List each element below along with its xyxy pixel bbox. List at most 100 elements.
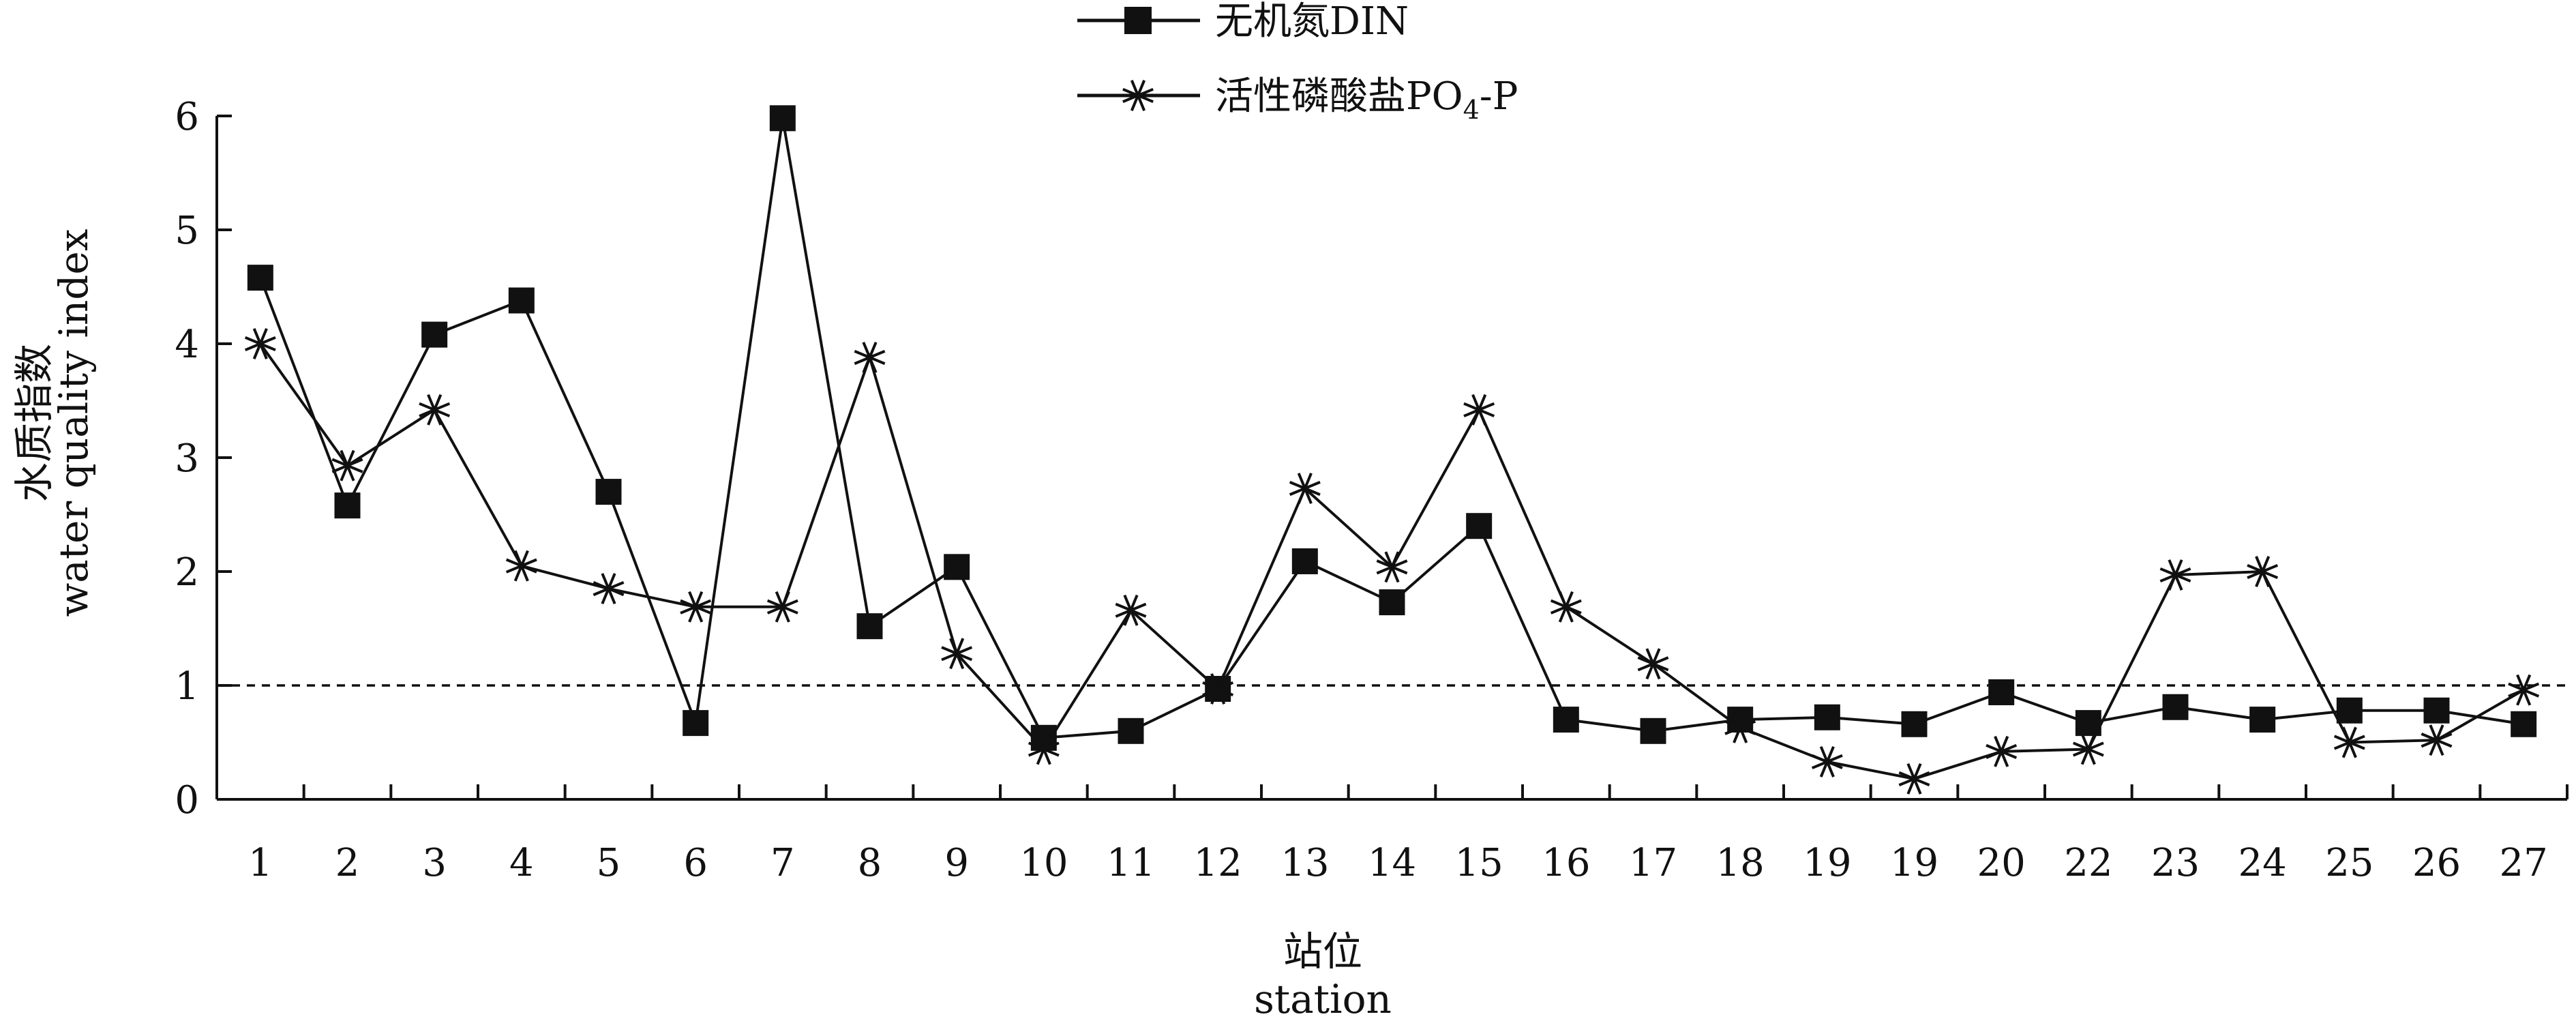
data-point-din	[1814, 704, 1840, 730]
data-point-po4	[331, 449, 363, 482]
data-point-po4	[766, 591, 798, 623]
x-axis-title-cn: 站位	[1283, 928, 1362, 975]
data-point-din	[944, 554, 970, 580]
y-ticks: 0 1 2 3 4 5 6	[175, 95, 232, 823]
x-tick-label: 1	[248, 841, 273, 885]
data-point-po4	[2159, 559, 2191, 591]
x-tick-label: 5	[597, 841, 621, 885]
x-tick-label: 22	[2064, 841, 2112, 885]
x-tick-label: 2	[335, 841, 360, 885]
data-point-po4	[244, 328, 276, 359]
data-point-po4	[505, 550, 537, 582]
y-tick-label: 1	[175, 664, 199, 709]
y-axis-title-en: water quality index	[50, 229, 97, 617]
data-point-din	[1379, 589, 1405, 616]
x-ticks: 1 2 3 4 5 6 7 8 9 10 11 12 13 14 15 16 17 18 19 19 20 22 23 24 2…	[248, 784, 2568, 885]
data-point-po4	[680, 591, 712, 623]
data-point-po4	[1463, 394, 1495, 426]
legend-po4-text: 活性磷酸盐PO	[1215, 74, 1463, 119]
series-line-din	[258, 118, 2524, 739]
data-point-po4	[1986, 735, 2018, 767]
x-tick-label: 12	[1194, 841, 1242, 885]
data-point-po4	[2421, 724, 2453, 756]
data-point-po4	[2247, 556, 2279, 587]
data-point-po4	[2072, 733, 2104, 765]
data-point-po4	[1202, 673, 1234, 705]
x-tick-label: 13	[1280, 841, 1329, 885]
y-axis-title-cn: 水质指数	[11, 344, 57, 502]
data-point-po4	[1289, 473, 1321, 505]
data-point-din	[247, 265, 273, 291]
data-point-po4	[1811, 745, 1843, 778]
data-point-po4	[1550, 591, 1582, 623]
x-tick-label: 19	[1803, 841, 1851, 885]
legend-din-marker	[1124, 7, 1152, 34]
series-group	[244, 105, 2540, 795]
data-point-po4	[593, 573, 625, 604]
data-point-din	[1118, 717, 1144, 744]
data-point-din	[2162, 694, 2189, 720]
data-point-din	[769, 105, 796, 132]
legend-po4-label: 活性磷酸盐PO4-P	[1215, 74, 1518, 125]
data-point-din	[2336, 697, 2363, 724]
legend-po4-suffix: -P	[1480, 74, 1518, 119]
data-point-din	[1291, 548, 1318, 574]
data-point-po4	[419, 394, 451, 426]
x-tick-label: 6	[683, 841, 708, 885]
data-point-din	[1901, 711, 1928, 737]
x-tick-label: 19	[1890, 841, 1938, 885]
x-tick-label: 9	[944, 841, 969, 885]
data-point-din	[2423, 697, 2450, 724]
data-point-din	[2511, 711, 2537, 737]
x-tick-label: 16	[1542, 841, 1590, 885]
x-tick-label: 24	[2238, 841, 2287, 885]
data-point-po4	[1898, 763, 1930, 795]
series-po4	[244, 328, 2540, 795]
y-tick-label: 0	[175, 778, 199, 823]
legend-din-label: 无机氮DIN	[1215, 0, 1409, 44]
x-axis-title-en: station	[1254, 976, 1392, 1021]
y-tick-label: 2	[175, 550, 199, 595]
data-point-din	[1988, 679, 2015, 706]
x-tick-label: 15	[1455, 841, 1503, 885]
data-point-din	[1640, 717, 1666, 744]
x-tick-label: 18	[1716, 841, 1765, 885]
y-tick-label: 5	[175, 209, 199, 253]
y-tick-label: 3	[175, 436, 199, 481]
data-point-din	[595, 479, 622, 505]
data-point-po4	[1115, 594, 1147, 626]
data-point-po4	[2508, 674, 2540, 706]
x-tick-label: 26	[2412, 841, 2461, 885]
legend-po4-subscript: 4	[1463, 95, 1480, 125]
x-tick-label: 23	[2151, 841, 2200, 885]
x-tick-label: 11	[1107, 841, 1155, 885]
data-point-po4	[1637, 648, 1669, 680]
data-point-din	[1466, 513, 1493, 539]
data-point-din	[1553, 707, 1579, 733]
x-tick-label: 14	[1368, 841, 1416, 885]
data-point-po4	[854, 342, 886, 373]
legend: 无机氮DIN 活性磷酸盐PO4-P	[1077, 0, 1518, 125]
x-tick-label: 8	[858, 841, 882, 885]
x-tick-label: 25	[2325, 841, 2373, 885]
data-point-din	[508, 287, 535, 314]
data-point-din	[683, 710, 709, 737]
data-point-din	[421, 321, 448, 348]
x-tick-label: 27	[2500, 841, 2548, 885]
y-tick-label: 6	[175, 95, 199, 139]
data-point-po4	[2333, 726, 2365, 758]
legend-po4-asterisk	[1122, 80, 1154, 111]
x-tick-label: 7	[770, 841, 795, 885]
legend-po4-marker	[1122, 80, 1154, 111]
data-point-din	[334, 492, 361, 519]
y-tick-label: 4	[175, 323, 199, 367]
data-point-din	[2249, 707, 2276, 733]
x-tick-label: 20	[1977, 841, 2026, 885]
x-tick-label: 3	[422, 841, 447, 885]
x-tick-label: 10	[1019, 841, 1068, 885]
data-point-po4	[1724, 711, 1756, 743]
series-din	[247, 105, 2537, 751]
data-point-din	[856, 613, 883, 640]
data-point-po4	[1376, 551, 1408, 583]
